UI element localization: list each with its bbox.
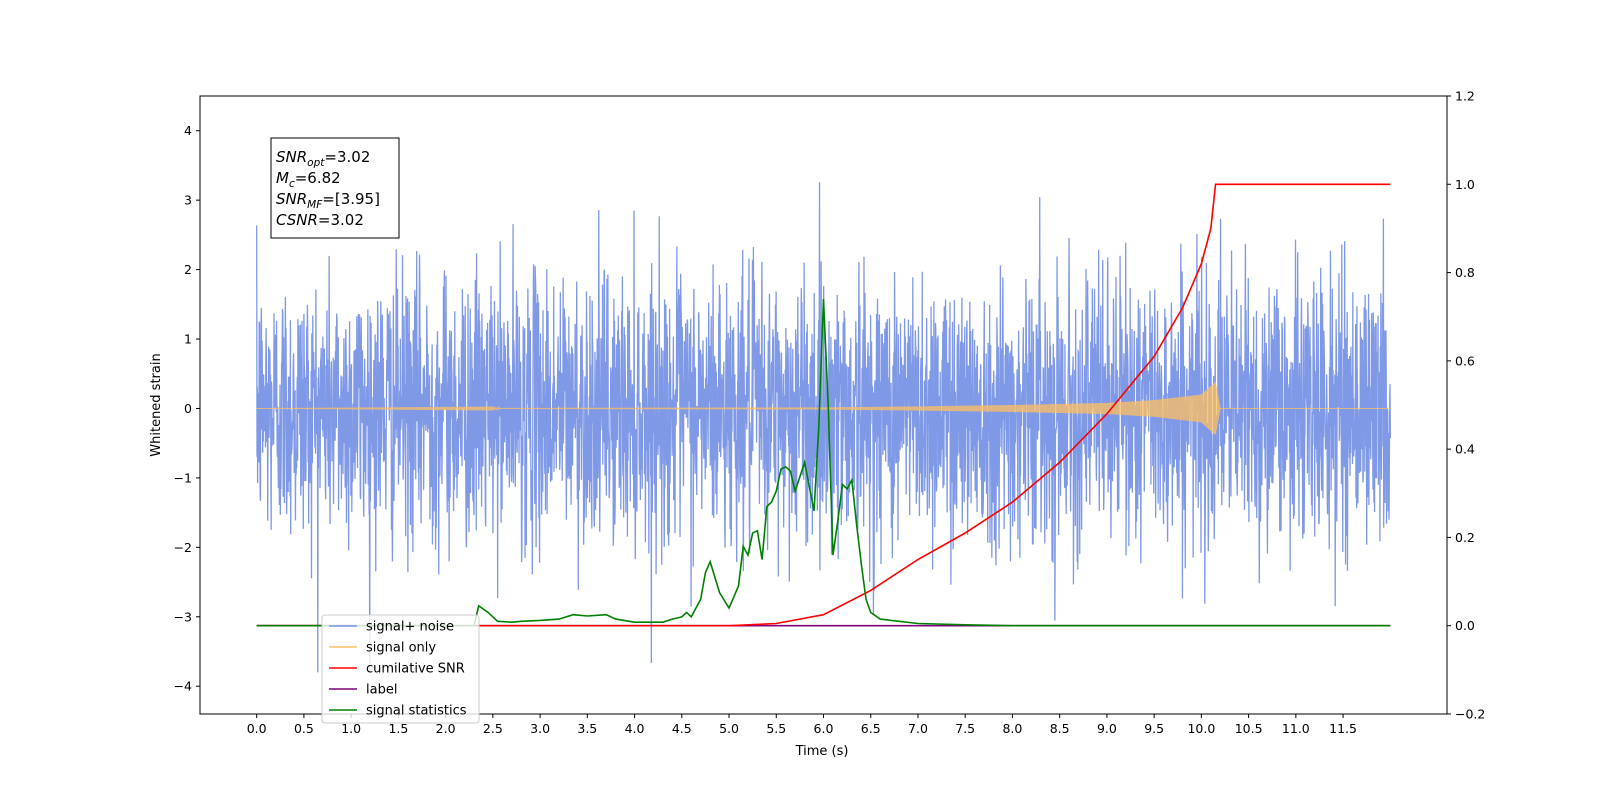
x-tick-label: 7.5 [955, 721, 975, 736]
x-tick-label: 2.0 [436, 721, 456, 736]
series-cumulative-snr-line [256, 183, 1391, 627]
legend-entry-label: label [366, 683, 397, 698]
y-tick-label-right: 0.4 [1455, 442, 1475, 457]
y-tick-label-right: −0.2 [1455, 707, 1485, 722]
x-tick-label: 1.0 [341, 721, 361, 736]
x-tick-label: 3.5 [577, 721, 597, 736]
x-tick-label: 4.0 [625, 721, 645, 736]
legend: signal+ noise signal only cumilative SNR la… [321, 614, 480, 724]
x-tick-label: 0.0 [247, 721, 267, 736]
y-tick-label-right: 0.6 [1455, 353, 1475, 368]
annotation-line: CSNR=3.02 [276, 211, 364, 229]
y-axis-label-left: Whitened strain [149, 353, 164, 456]
series-signal-noise-line [256, 182, 1391, 673]
x-tick-label: 3.0 [530, 721, 550, 736]
tick-layer: 0.0 0.5 1.0 1.5 2.0 2.5 3.0 3.5 4.0 4.5 5.0 5.5 6.0 6… [174, 89, 1486, 737]
y-tick-label-left: 4 [184, 123, 192, 138]
x-tick-label: 1.5 [388, 721, 408, 736]
x-tick-label: 11.5 [1329, 721, 1357, 736]
y-tick-label-left: −2 [174, 540, 192, 555]
x-tick-label: 5.5 [766, 721, 786, 736]
x-tick-label: 10.5 [1235, 721, 1263, 736]
y-tick-label-right: 0.8 [1455, 265, 1475, 280]
x-tick-label: 9.0 [1097, 721, 1117, 736]
y-tick-label-right: 1.0 [1455, 177, 1475, 192]
y-tick-label-left: 2 [184, 262, 192, 277]
y-tick-label-left: 3 [184, 193, 192, 208]
x-tick-label: 0.5 [294, 721, 314, 736]
legend-entry-label: signal+ noise [366, 620, 454, 635]
y-tick-label-right: 0.0 [1455, 618, 1475, 633]
x-tick-label: 11.0 [1282, 721, 1310, 736]
legend-entry-label: cumilative SNR [366, 662, 465, 677]
x-tick-label: 8.5 [1050, 721, 1070, 736]
x-tick-label: 6.0 [814, 721, 834, 736]
annotation-line: Mc=6.82 [276, 169, 341, 190]
y-tick-label-right: 1.2 [1455, 89, 1475, 104]
x-axis-label: Time (s) [795, 744, 849, 759]
x-tick-label: 10.0 [1187, 721, 1215, 736]
y-tick-label-left: −3 [174, 609, 192, 624]
annotation-line: SNRMF=[3.95] [276, 190, 380, 211]
legend-entry-label: signal only [366, 641, 436, 656]
series-signal-statistics-line [256, 299, 1391, 627]
x-tick-label: 9.5 [1144, 721, 1164, 736]
y-tick-label-right: 0.2 [1455, 530, 1475, 545]
y-tick-label-left: 0 [184, 401, 192, 416]
x-tick-label: 2.5 [483, 721, 503, 736]
x-tick-label: 6.5 [861, 721, 881, 736]
x-tick-label: 7.0 [908, 721, 928, 736]
x-tick-label: 5.0 [719, 721, 739, 736]
annotation-line: SNRopt=3.02 [276, 148, 370, 169]
x-tick-label: 4.5 [672, 721, 692, 736]
y-tick-label-left: −4 [174, 679, 192, 694]
y-tick-label-left: −1 [174, 470, 192, 485]
legend-entry-label: signal statistics [366, 704, 467, 719]
y-tick-label-left: 1 [184, 332, 192, 347]
plot-frame [199, 95, 1448, 715]
x-tick-label: 8.0 [1002, 721, 1022, 736]
series-signal-only-line [256, 382, 1391, 435]
